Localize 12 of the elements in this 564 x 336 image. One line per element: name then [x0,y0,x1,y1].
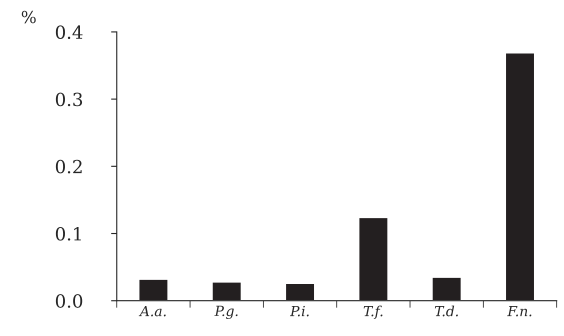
x-tick-label: T.f. [364,306,382,320]
x-tick-label: F.n. [507,306,532,316]
y-tick-label: 0.1 [56,226,81,241]
x-tick-label: T.d. [434,306,458,316]
x-tick-label: A.a. [138,306,166,316]
y-tick-label: 0.0 [56,294,82,308]
x-tick-label: P.i. [290,306,309,316]
x-tick-label: P.g. [214,306,238,320]
y-tick-label: 0.4 [56,25,83,40]
y-tick-label: 0.2 [56,160,82,174]
y-tick-label: 0.3 [56,92,82,106]
y-axis-title: % [22,10,36,24]
